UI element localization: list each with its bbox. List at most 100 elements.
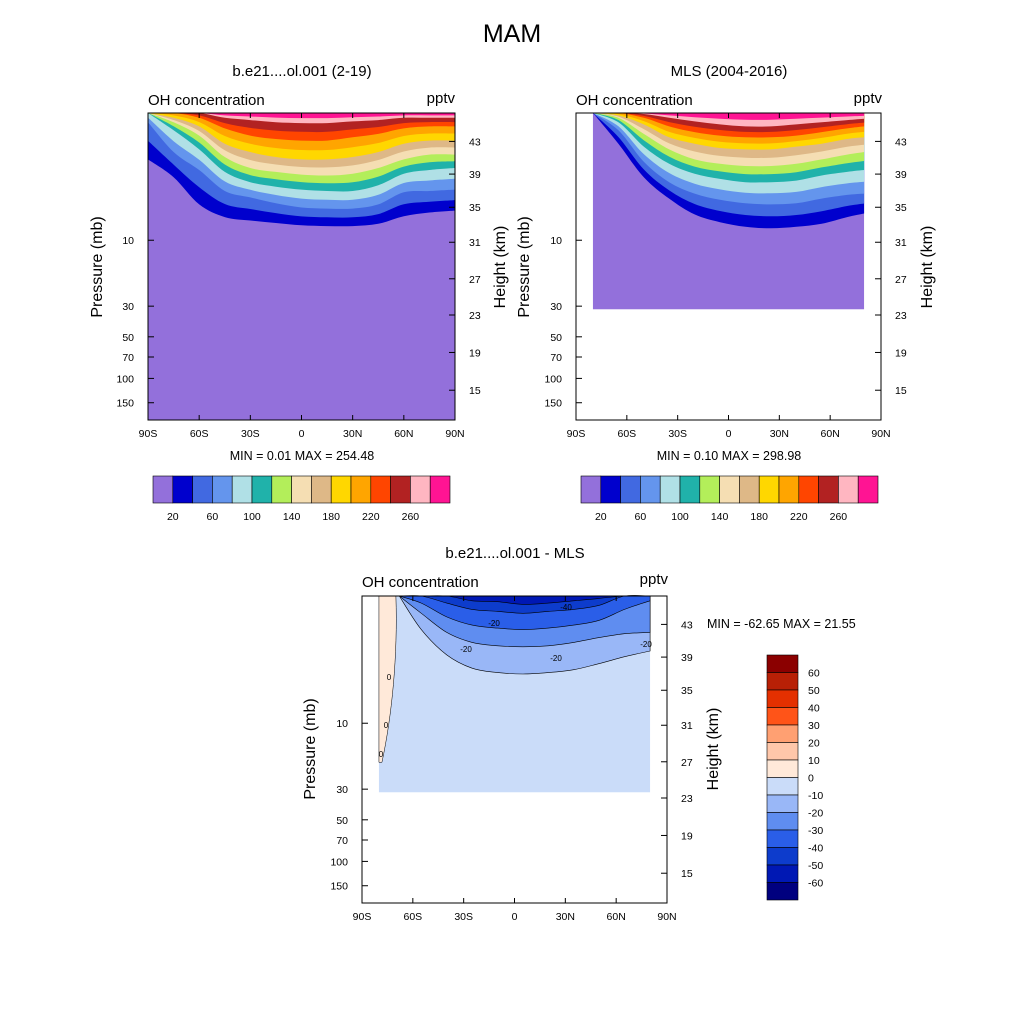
x-tick-label: 60N	[394, 428, 413, 440]
colorbar-swatch	[152, 475, 174, 504]
x-tick-label: 60S	[190, 428, 209, 440]
colorbar-swatch	[766, 654, 799, 673]
y-right-tick-label: 43	[895, 136, 907, 148]
colorbar-swatch	[350, 475, 372, 504]
contour-label: -20	[550, 654, 562, 663]
panel-model: b.e21....ol.001 (2-19) OH concentration …	[89, 63, 509, 523]
colorbar-label: 260	[402, 511, 420, 523]
y-right-tick-label: 43	[469, 136, 481, 148]
y-tick-label: 30	[122, 301, 134, 313]
min-max-readout: MIN = -62.65 MAX = 21.55	[707, 617, 856, 631]
y-right-tick-label: 39	[895, 169, 907, 181]
colorbar-label: -10	[808, 790, 823, 802]
variable-label: OH concentration	[148, 92, 265, 109]
min-max-readout: MIN = 0.01 MAX = 254.48	[230, 449, 375, 463]
x-tick-label: 30N	[770, 428, 789, 440]
colorbar-label: 20	[167, 511, 179, 523]
colorbar-label: 40	[808, 703, 820, 715]
y-right-tick-label: 19	[681, 830, 693, 842]
x-tick-label: 90N	[657, 911, 676, 923]
y-right-tick-label: 35	[469, 202, 481, 214]
y-tick-label: 70	[336, 835, 348, 847]
y-tick-label: 70	[550, 352, 562, 364]
contour-label: 0	[384, 721, 389, 730]
units-label: pptv	[640, 571, 669, 588]
y-right-tick-label: 31	[469, 237, 481, 249]
colorbar-swatch	[390, 475, 411, 504]
variable-label: OH concentration	[362, 574, 479, 591]
y-right-tick-label: 31	[895, 237, 907, 249]
colorbar-swatch	[580, 475, 602, 504]
y-right-tick-label: 15	[469, 385, 481, 397]
colorbar-swatch	[600, 475, 621, 504]
colorbar: 20 60 100 140 180 220 260	[152, 475, 451, 523]
y-right-tick-label: 23	[895, 310, 907, 322]
colorbar-label: 140	[711, 511, 729, 523]
colorbar-label: 60	[207, 511, 219, 523]
colorbar-swatch	[679, 475, 701, 504]
y-axis-label-right: Height (km)	[492, 226, 509, 309]
colorbar-swatch	[212, 475, 233, 504]
colorbar-swatch	[311, 475, 332, 504]
y-axis-label-right: Height (km)	[919, 226, 936, 309]
colorbar-swatch	[766, 794, 799, 813]
y-right-tick-label: 35	[895, 202, 907, 214]
colorbar-label: 50	[808, 685, 820, 697]
x-tick-label: 90S	[353, 911, 372, 923]
colorbar-swatch	[766, 847, 799, 866]
min-max-readout: MIN = 0.10 MAX = 298.98	[657, 449, 802, 463]
x-tick-label: 0	[726, 428, 732, 440]
colorbar-swatch	[192, 475, 213, 504]
y-right-tick-label: 23	[681, 793, 693, 805]
y-right-tick-label: 39	[681, 652, 693, 664]
x-tick-label: 90S	[567, 428, 586, 440]
units-label: pptv	[427, 90, 456, 107]
colorbar-swatch	[818, 475, 839, 504]
y-axis-label-left: Pressure (mb)	[516, 216, 533, 317]
colorbar-swatch	[798, 475, 819, 504]
y-tick-label: 100	[116, 373, 134, 385]
colorbar: 20 60 100 140 180 220 260	[580, 475, 879, 523]
y-right-tick-label: 27	[681, 757, 693, 769]
colorbar-swatch	[857, 475, 879, 504]
colorbar-swatch	[291, 475, 312, 504]
colorbar-label: -40	[808, 843, 823, 855]
colorbar-swatch	[766, 672, 799, 691]
colorbar-label: 180	[750, 511, 768, 523]
y-right-tick-label: 15	[895, 385, 907, 397]
y-axis-label-left: Pressure (mb)	[302, 698, 319, 799]
colorbar-label: 180	[322, 511, 340, 523]
y-axis-label-right: Height (km)	[705, 708, 722, 791]
x-tick-label: 30S	[668, 428, 687, 440]
x-tick-label: 30S	[454, 911, 473, 923]
colorbar-label: 220	[790, 511, 808, 523]
colorbar-swatch	[640, 475, 661, 504]
colorbar-swatch	[766, 812, 799, 831]
y-right-tick-label: 27	[469, 274, 481, 286]
y-tick-label: 150	[544, 398, 562, 410]
y-tick-label: 150	[116, 398, 134, 410]
colorbar-swatch	[766, 882, 799, 901]
colorbar-label: -50	[808, 860, 823, 872]
x-tick-label: 60N	[821, 428, 840, 440]
colorbar-swatch	[766, 742, 799, 761]
colorbar-label: 20	[808, 738, 820, 750]
figure-title: MAM	[483, 20, 541, 48]
y-tick-label: 70	[122, 352, 134, 364]
x-tick-label: 30N	[556, 911, 575, 923]
panel-title: MLS (2004-2016)	[671, 63, 788, 80]
x-tick-label: 30S	[241, 428, 260, 440]
y-tick-label: 10	[336, 718, 348, 730]
colorbar-label: 140	[283, 511, 301, 523]
colorbar-label: 60	[635, 511, 647, 523]
colorbar-swatch	[429, 475, 451, 504]
colorbar-swatch	[766, 689, 799, 708]
y-right-tick-label: 39	[469, 169, 481, 181]
colorbar-swatch	[739, 475, 760, 504]
colorbar-swatch	[172, 475, 193, 504]
x-tick-label: 30N	[343, 428, 362, 440]
colorbar-label: 60	[808, 668, 820, 680]
colorbar-label: 0	[808, 773, 814, 785]
colorbar-swatch	[766, 864, 799, 883]
colorbar-swatch	[766, 724, 799, 743]
